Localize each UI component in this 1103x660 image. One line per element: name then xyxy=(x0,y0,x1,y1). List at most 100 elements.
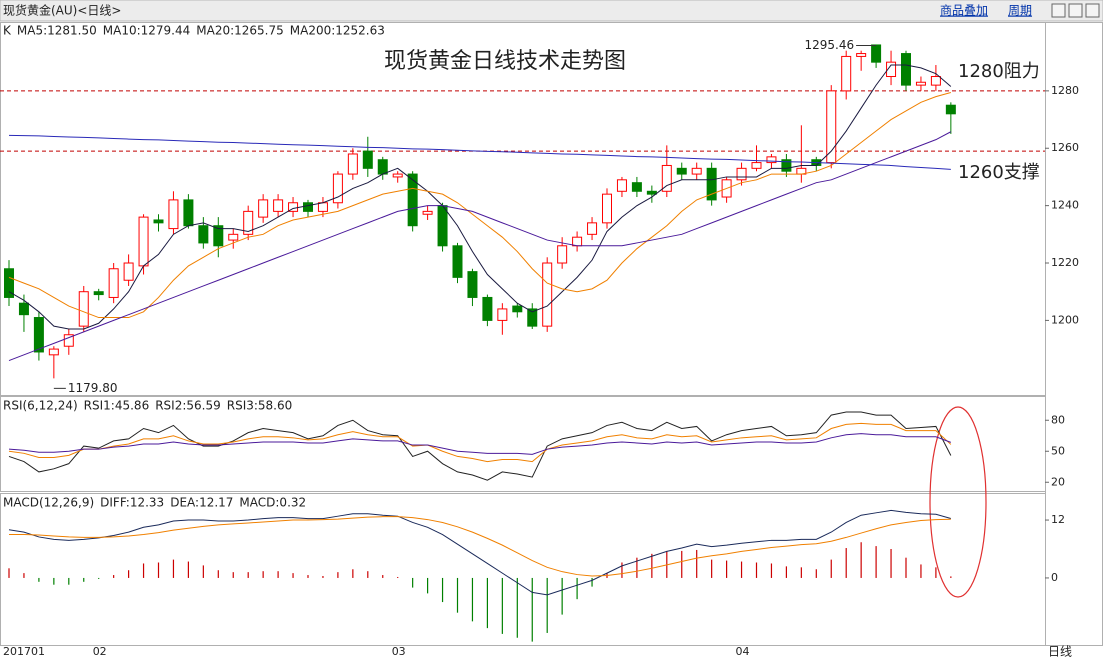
y-tick-label: 0 xyxy=(1051,571,1058,584)
candle-body xyxy=(557,245,568,264)
high-label: 1295.46 xyxy=(804,38,854,52)
y-tick-label: 1280 xyxy=(1051,84,1079,97)
candle-body xyxy=(482,296,493,321)
legend-item: RSI3:58.60 xyxy=(227,399,293,413)
candle-body xyxy=(542,262,553,327)
reference-label: 1280阻力 xyxy=(958,61,1040,82)
candle-body xyxy=(93,291,104,296)
candle-body xyxy=(661,164,672,192)
candle-body xyxy=(676,167,687,175)
series-line xyxy=(8,509,951,596)
low-label: 1179.80 xyxy=(68,381,118,395)
candle-body xyxy=(452,245,463,278)
icon[interactable] xyxy=(1085,3,1100,18)
legend-item: MA200:1252.63 xyxy=(290,24,385,38)
candle-body xyxy=(422,210,433,215)
candle-body xyxy=(467,271,478,298)
y-tick-label: 1200 xyxy=(1051,313,1079,326)
candle-body xyxy=(901,53,911,86)
candle-body xyxy=(48,348,59,356)
candle-body xyxy=(437,205,448,247)
candle-body xyxy=(198,225,209,244)
legend-item: MA10:1279.44 xyxy=(103,24,191,38)
period-label: 日线 xyxy=(1048,645,1072,659)
candle-body xyxy=(527,308,538,327)
candle-body xyxy=(168,199,179,230)
legend-item: MA5:1281.50 xyxy=(17,24,97,38)
candle-body xyxy=(766,156,777,164)
candle-body xyxy=(362,150,373,169)
candle-body xyxy=(587,222,598,235)
candle-body xyxy=(631,182,642,192)
y-tick-label: 50 xyxy=(1051,444,1065,457)
candle-body xyxy=(18,302,29,316)
candle-body xyxy=(138,216,149,267)
candle-body xyxy=(512,305,523,313)
window-icons[interactable] xyxy=(1051,3,1100,18)
header-bar xyxy=(0,0,1103,22)
y-tick-label: 80 xyxy=(1051,413,1065,426)
candle-body xyxy=(930,76,941,86)
legend-item: MACD(12,26,9) xyxy=(3,496,94,510)
candle-body xyxy=(108,268,119,298)
candle-body xyxy=(4,268,14,298)
candle-body xyxy=(706,167,717,201)
candle-body xyxy=(602,193,612,224)
candle-body xyxy=(78,291,89,327)
legend-item: RSI1:45.86 xyxy=(84,399,150,413)
candle-body xyxy=(63,334,74,347)
candle-body xyxy=(377,159,388,175)
candle-body xyxy=(317,202,328,212)
candle-body xyxy=(781,159,792,172)
icon[interactable] xyxy=(1051,3,1066,18)
candle-body xyxy=(153,219,164,224)
legend-item: RSI2:56.59 xyxy=(155,399,221,413)
candle-body xyxy=(288,202,299,212)
candle-body xyxy=(347,153,358,175)
x-tick-label: 02 xyxy=(93,645,107,658)
icon[interactable] xyxy=(1068,3,1083,18)
series-line xyxy=(9,516,951,577)
candle-body xyxy=(751,162,762,169)
series-line xyxy=(8,411,952,481)
candle-body xyxy=(407,173,418,227)
series-line xyxy=(8,433,952,455)
candle-body xyxy=(572,236,583,247)
candle-body xyxy=(826,90,837,164)
candle-body xyxy=(332,173,343,204)
y-tick-label: 1260 xyxy=(1051,141,1079,154)
candle-body xyxy=(945,104,956,115)
candle-body xyxy=(915,81,926,86)
legend-item: MA20:1265.75 xyxy=(196,24,284,38)
chart-annotation: 现货黄金日线技术走势图 xyxy=(384,49,626,74)
candle-body xyxy=(497,308,508,321)
series-line xyxy=(8,422,952,463)
highlight-ellipse xyxy=(929,406,987,598)
candle-body xyxy=(736,167,747,181)
candle-body xyxy=(273,199,284,212)
candle-body xyxy=(228,233,239,241)
candle-body xyxy=(303,202,313,212)
candle-body xyxy=(183,199,194,227)
candle-body xyxy=(213,225,224,247)
candle-body xyxy=(392,173,403,178)
x-tick-label: 201701 xyxy=(3,645,45,658)
candle-body xyxy=(856,53,867,57)
legend-item: MACD:0.32 xyxy=(239,496,306,510)
candle-body xyxy=(616,179,627,192)
series-line xyxy=(8,91,951,319)
candle-body xyxy=(33,317,44,353)
reference-label: 1260支撑 xyxy=(958,162,1040,183)
candle-body xyxy=(646,190,657,195)
x-tick-label: 04 xyxy=(736,645,750,658)
legend-item: DEA:12.17 xyxy=(170,496,233,510)
candle-body xyxy=(691,167,702,175)
candle-body xyxy=(243,210,254,235)
period-link[interactable]: 周期 xyxy=(1008,4,1032,18)
candle-body xyxy=(258,199,269,218)
series-line xyxy=(8,131,952,362)
overlay-link[interactable]: 商品叠加 xyxy=(940,3,988,18)
y-tick-label: 1240 xyxy=(1051,199,1079,212)
